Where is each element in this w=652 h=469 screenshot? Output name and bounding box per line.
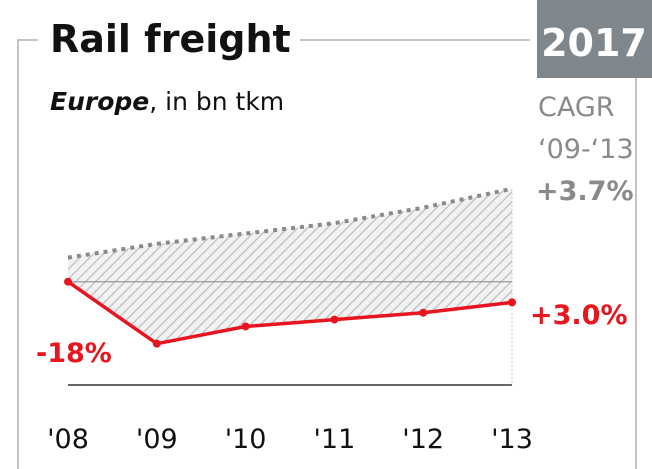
subtitle-unit: , in bn tkm: [149, 87, 284, 116]
drop-label: -18%: [36, 338, 112, 369]
subtitle: Europe, in bn tkm: [50, 87, 284, 116]
trend-growth: +3.7%: [536, 176, 634, 207]
actual-point: [419, 308, 428, 317]
x-tick-label: '11: [314, 424, 356, 455]
badge-box: [537, 0, 652, 78]
x-tick-label: '10: [225, 424, 267, 455]
cagr-period: ‘09-‘13: [538, 134, 634, 165]
x-tick-label: '13: [491, 424, 533, 455]
actual-growth: +3.0%: [530, 300, 628, 331]
x-tick-label: '08: [47, 424, 89, 455]
actual-point: [152, 339, 161, 348]
cagr-title: CAGR: [538, 92, 615, 123]
chart-title: Rail freight: [50, 17, 291, 61]
x-tick-label: '12: [402, 424, 444, 455]
x-tick-label: '09: [136, 424, 178, 455]
actual-point: [64, 277, 72, 286]
gap-area: [68, 188, 512, 344]
actual-point: [508, 298, 516, 307]
subtitle-region: Europe: [50, 87, 149, 116]
actual-line: [66, 280, 513, 346]
trend-line: [67, 186, 513, 260]
actual-point: [241, 322, 250, 331]
actual-point: [330, 315, 339, 324]
badge: 2017: [541, 21, 647, 65]
frame: [17, 39, 637, 469]
